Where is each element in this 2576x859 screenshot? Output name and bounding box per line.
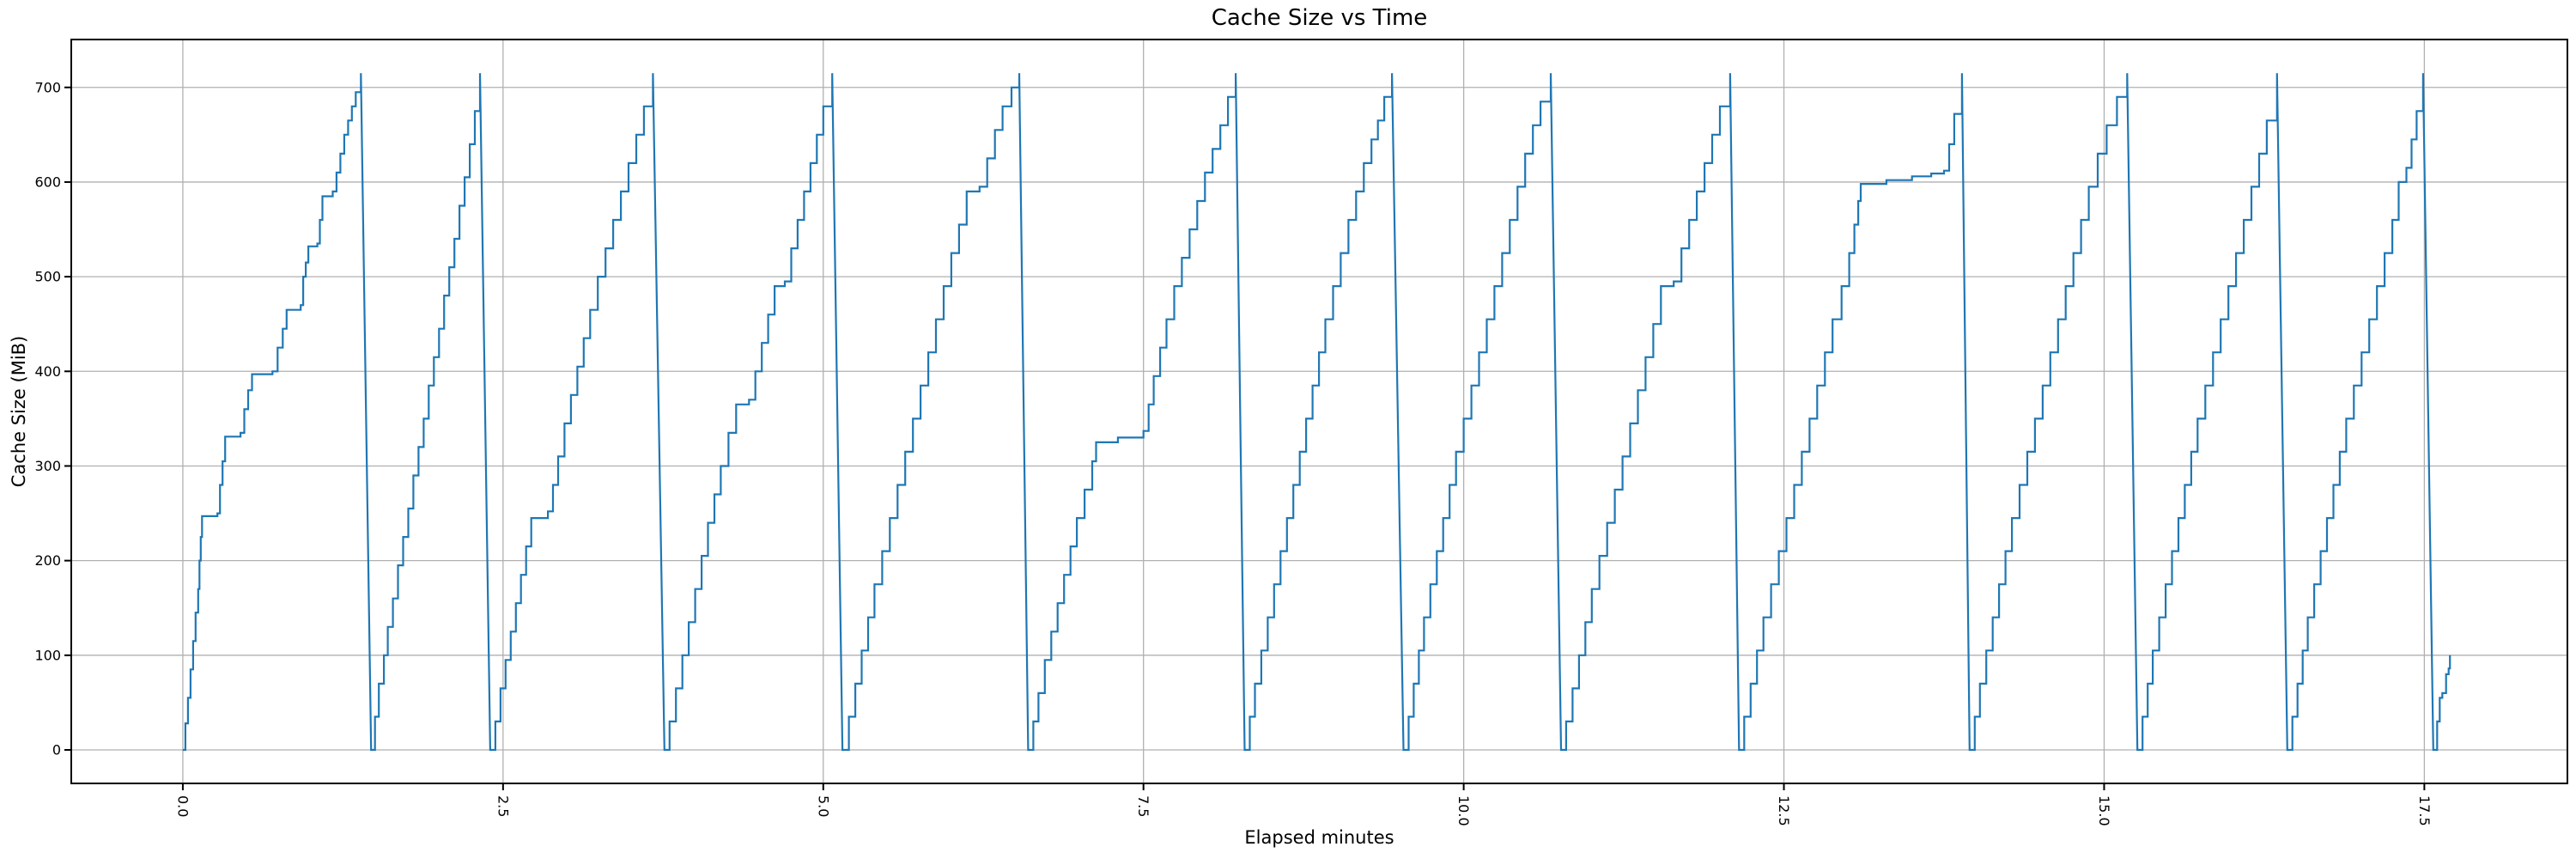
x-tick-label: 7.5 (1135, 795, 1151, 817)
y-tick-label: 200 (34, 552, 61, 569)
axis-ticks (64, 86, 2426, 790)
x-tick-label: 5.0 (815, 795, 831, 817)
x-tick-label: 17.5 (2416, 795, 2433, 826)
y-tick-label: 600 (34, 174, 61, 190)
x-tick-label: 10.0 (1455, 795, 1472, 826)
chart-title: Cache Size vs Time (1211, 5, 1428, 31)
x-tick-label: 2.5 (495, 795, 511, 817)
y-tick-label: 300 (34, 458, 61, 474)
y-tick-label: 700 (34, 79, 61, 95)
gridlines (71, 40, 2567, 783)
axes-spines (70, 39, 2568, 784)
y-tick-label: 0 (52, 741, 61, 758)
x-tick-label: 15.0 (2096, 795, 2112, 826)
x-axis-label: Elapsed minutes (1244, 827, 1394, 848)
x-tick-label: 0.0 (174, 795, 191, 817)
y-tick-label: 500 (34, 269, 61, 285)
cache-size-line (182, 73, 2451, 752)
y-tick-label: 400 (34, 363, 61, 380)
axis-tick-labels: 0.0 2.5 5.0 7.5 10.0 12.5 15.0 17.5 0 100 200 300 40… (34, 79, 2432, 825)
y-tick-label: 100 (34, 647, 61, 663)
x-tick-label: 12.5 (1776, 795, 1792, 826)
